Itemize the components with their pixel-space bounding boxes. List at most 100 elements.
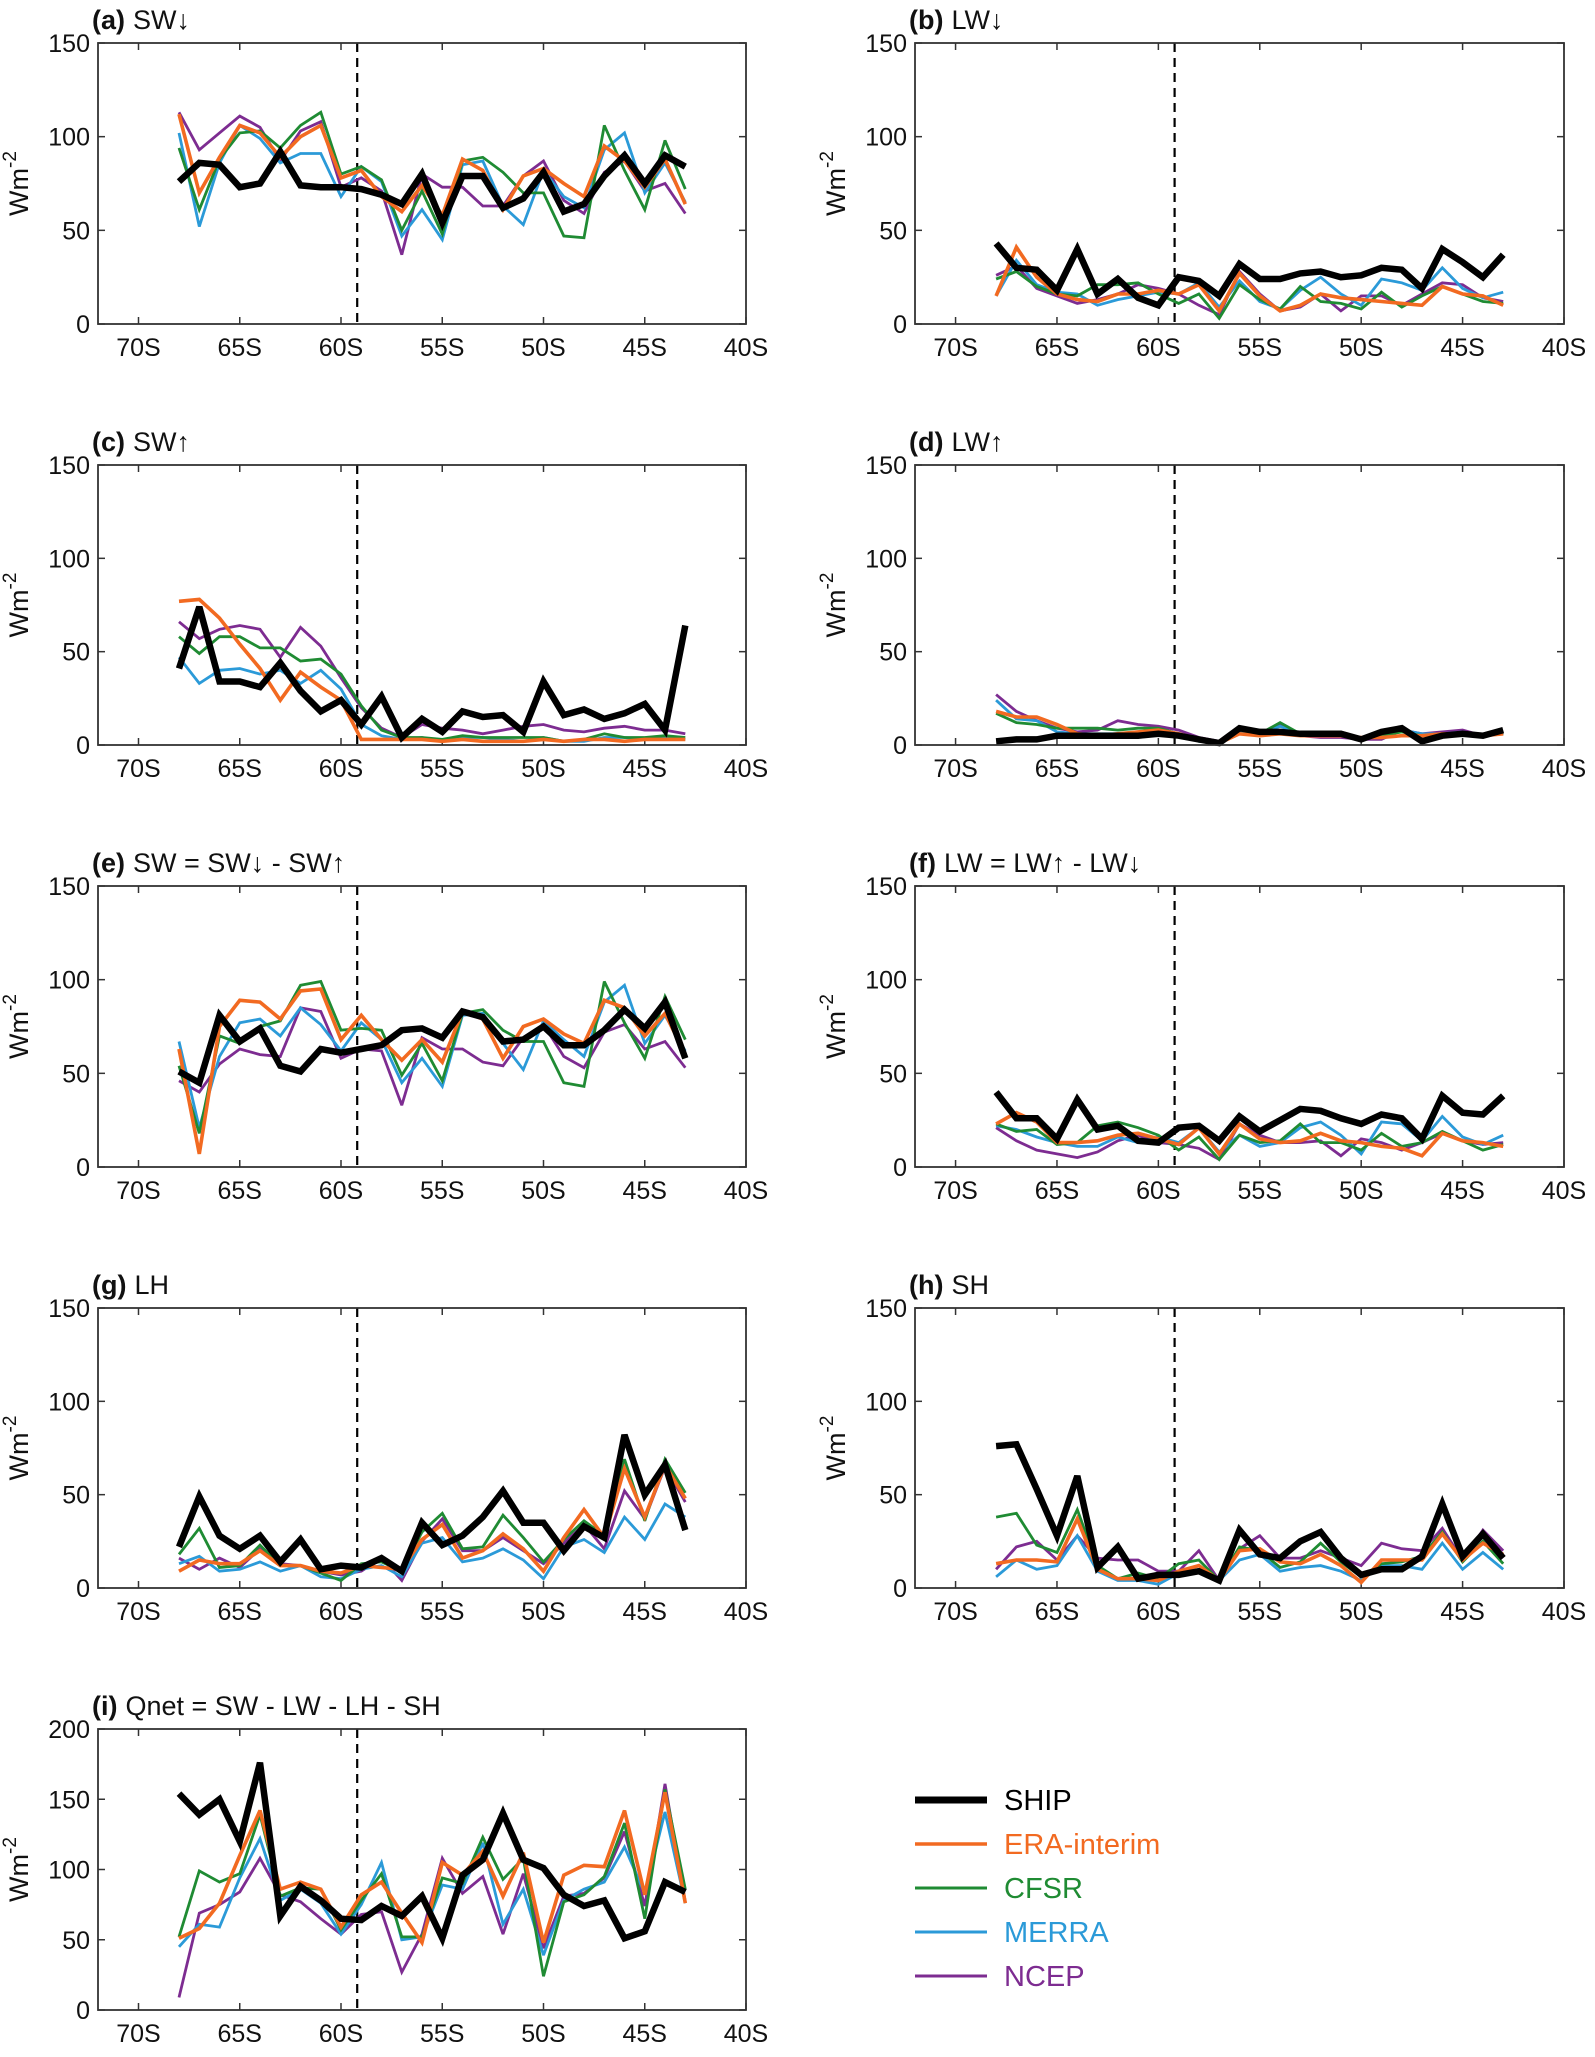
x-tick-label: 40S [1542,1177,1586,1205]
series-line-cfsr [177,110,687,240]
series-line-era-interim [995,1110,1504,1158]
series-line-merra [178,1502,687,1581]
panel-title-text: SW = SW↓ - SW↑ [133,848,345,878]
axes-frame [914,42,1565,325]
x-tick-label: 65S [1035,334,1079,362]
y-tick-label: 50 [62,217,90,245]
x-tick-label: 60S [1136,1177,1180,1205]
panel-g: (g) LH Wm-2 0 50 100 150 70S 65S 60S 55S 50S 45S 40S [0,1270,768,1626]
x-tick-label: 60S [319,334,363,362]
y-axis-label-exponent: -2 [0,573,21,590]
axes-frame [914,1307,1565,1589]
x-tick-label: 45S [1440,1598,1484,1626]
x-tick-label: 50S [521,2020,565,2048]
x-tick-label: 55S [420,334,464,362]
x-tick-label: 40S [1542,1598,1586,1626]
x-tick-label: 55S [1238,755,1282,783]
y-tick-label: 50 [879,217,907,245]
axes-frame [97,1728,747,2011]
y-axis-label: Wm-2 [0,994,34,1059]
axes-frame [914,885,1565,1168]
y-axis-label-exponent: -2 [0,1837,21,1854]
panel-title-text: LW = LW↑ - LW↓ [944,848,1141,878]
y-axis-label-unit: Wm [4,1011,34,1059]
series-line-ship [176,145,687,232]
y-axis-label-unit: Wm [4,1432,34,1480]
y-axis-label-unit: Wm [821,589,851,637]
series-line-era-interim [178,597,686,744]
y-axis-label-unit: Wm [4,1854,34,1902]
y-axis-label-unit: Wm [4,168,34,216]
x-tick-label: 70S [116,1598,160,1626]
y-tick-label: 150 [865,1295,907,1323]
x-tick-label: 55S [1238,1598,1282,1626]
x-tick-label: 70S [116,1177,160,1205]
y-tick-label: 0 [893,1154,907,1182]
y-tick-label: 0 [893,1575,907,1603]
series-line-era-interim [178,1791,688,1947]
x-tick-label: 50S [521,1598,565,1626]
x-tick-label: 40S [724,2020,768,2048]
y-tick-label: 150 [865,873,907,901]
axes-frame [97,885,747,1168]
series-line-cfsr [178,635,686,743]
legend-label: SHIP [1004,1785,1072,1817]
series-line-cfsr [995,269,1504,321]
axes-frame [97,1307,747,1589]
legend-label: ERA-interim [1004,1829,1160,1861]
y-tick-label: 50 [62,639,90,667]
y-axis-label: Wm-2 [817,994,851,1059]
series-line-merra [177,982,687,1129]
y-tick-label: 0 [893,732,907,760]
y-tick-label: 50 [62,1482,90,1510]
y-tick-label: 50 [879,1060,907,1088]
series-line-ship [175,605,689,743]
x-tick-label: 70S [933,1598,977,1626]
legend-label: CFSR [1004,1873,1083,1905]
x-tick-label: 65S [218,2020,262,2048]
x-tick-label: 65S [1035,1598,1079,1626]
panel-i: (i) Qnet = SW - LW - LH - SH Wm-2 0 50 100 150… [0,1691,768,2048]
legend-item-cfsr: CFSR [915,1873,1083,1905]
y-tick-label: 150 [48,30,90,58]
legend-label: NCEP [1004,1961,1085,1993]
legend-item-ncep: NCEP [915,1961,1085,1993]
panel-letter: (a) [92,5,125,35]
series-line-era-interim [994,243,1504,315]
series-line-cfsr [177,979,687,1134]
panel-f: (f) LW = LW↑ - LW↓ Wm-2 0 50 100 150 70S 65S 60S 5… [817,848,1586,1205]
y-tick-label: 100 [865,545,907,573]
panel-title-text: LH [134,1270,169,1300]
x-tick-label: 40S [1542,334,1586,362]
y-tick-label: 100 [48,1857,90,1885]
axes-frame [97,464,747,746]
x-tick-label: 40S [724,334,768,362]
y-axis-label-exponent: -2 [0,994,21,1011]
y-tick-label: 150 [48,452,90,480]
panel-letter: (c) [92,427,125,457]
panel-title: (b) LW↓ [909,5,1003,35]
series-line-era-interim [177,987,687,1155]
x-tick-label: 50S [521,1177,565,1205]
y-tick-label: 0 [76,1575,90,1603]
x-tick-label: 45S [623,755,667,783]
y-axis-label: Wm-2 [0,1837,34,1902]
x-tick-label: 50S [521,334,565,362]
panel-a: (a) SW↓ Wm-2 0 50 100 150 70S 65S 60S 55S 50S 45S 40S [0,5,768,362]
x-tick-label: 60S [1136,1598,1180,1626]
y-tick-label: 100 [48,124,90,152]
y-tick-label: 150 [48,873,90,901]
y-axis-label-exponent: -2 [0,151,21,168]
y-tick-label: 0 [76,311,90,339]
y-tick-label: 150 [865,30,907,58]
x-tick-label: 40S [724,755,768,783]
y-tick-label: 100 [865,124,907,152]
y-tick-label: 100 [865,1388,907,1416]
panel-letter: (b) [909,5,943,35]
x-tick-label: 55S [1238,334,1282,362]
series-line-cfsr [995,1120,1504,1162]
y-tick-label: 100 [865,967,907,995]
x-tick-label: 65S [1035,755,1079,783]
x-tick-label: 50S [1339,1598,1383,1626]
panel-h: (h) SH Wm-2 0 50 100 150 70S 65S 60S 55S 50S 45S 40S [817,1270,1586,1626]
